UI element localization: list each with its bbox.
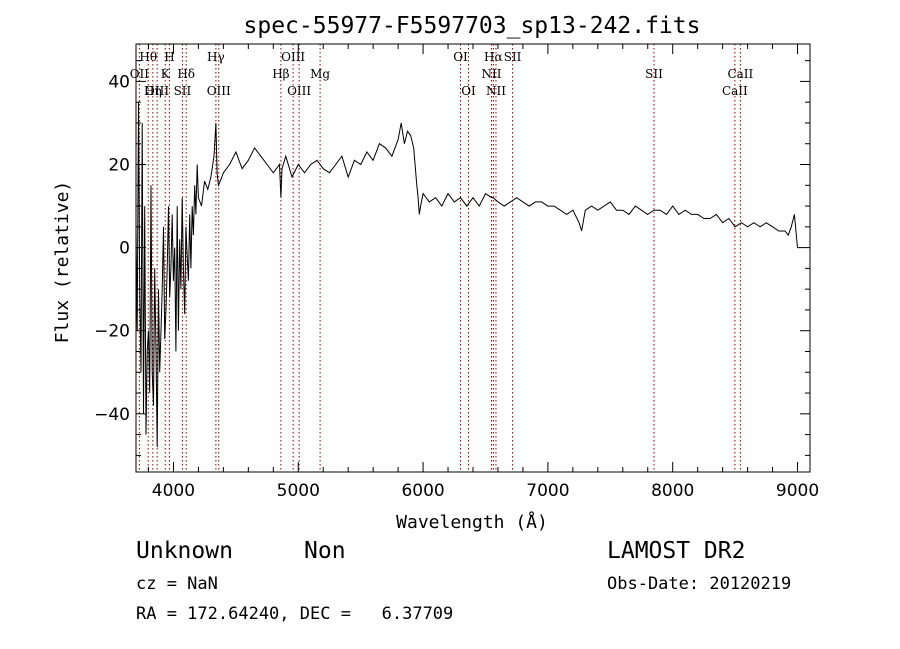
x-tick-label-1: 5000: [277, 481, 320, 501]
line-marker-label-3: Hη: [144, 84, 162, 98]
line-marker-label-16: NII: [481, 67, 501, 81]
x-tick-label-4: 8000: [651, 481, 694, 501]
line-marker-label-14: OI: [453, 50, 468, 64]
line-marker-label-15: OI: [461, 84, 476, 98]
axes: 4000 5000 6000 7000 8000 9000 −40 −20 0 20 40: [94, 44, 819, 501]
line-marker-label-22: CaII: [727, 67, 753, 81]
x-tick-label-3: 7000: [526, 481, 569, 501]
ra-dec-coordinates: RA = 172.64240, DEC = 6.37709: [136, 604, 454, 624]
line-marker-label-17: Hα: [484, 50, 503, 64]
object-class: Unknown: [136, 538, 233, 564]
emission-line-markers: OIIHθOIIIHηHKSIIHδHγOIIIHβOIIIOIIIMgOIOI…: [130, 44, 754, 472]
x-tick-label-0: 4000: [152, 481, 195, 501]
x-tick-label-2: 6000: [401, 481, 444, 501]
line-marker-label-19: SII: [504, 50, 522, 64]
line-marker-label-11: OIII: [281, 50, 305, 64]
line-marker-label-2: OIII: [145, 84, 169, 98]
y-tick-label-2: 0: [119, 239, 130, 259]
line-marker-label-13: Mg: [310, 67, 330, 81]
line-marker-label-7: Hδ: [177, 67, 195, 81]
line-marker-label-5: K: [161, 67, 171, 81]
y-tick-label-1: −20: [94, 322, 130, 342]
survey-name: LAMOST DR2: [607, 538, 746, 564]
x-tick-label-5: 9000: [776, 481, 819, 501]
chart-title: spec-55977-F5597703_sp13-242.fits: [244, 13, 701, 39]
spectrum-series: [135, 102, 801, 448]
y-tick-label-3: 20: [108, 156, 130, 176]
line-marker-label-4: H: [164, 50, 174, 64]
object-subclass: Non: [304, 538, 346, 564]
line-marker-label-18: NII: [486, 84, 506, 98]
y-tick-label-0: −40: [94, 405, 130, 425]
line-marker-label-6: SII: [174, 84, 192, 98]
line-marker-label-0: OII: [130, 67, 150, 81]
line-marker-label-1: Hθ: [139, 50, 157, 64]
line-marker-label-12: OIII: [287, 84, 311, 98]
line-marker-label-10: Hβ: [272, 67, 289, 81]
line-marker-label-8: Hγ: [207, 50, 225, 64]
line-marker-label-21: CaII: [722, 84, 748, 98]
plot-frame: [135, 43, 811, 473]
line-marker-label-9: OIII: [207, 84, 231, 98]
line-marker-label-20: SII: [645, 67, 663, 81]
y-axis-label: Flux (relative): [52, 181, 73, 344]
redshift-cz: cz = NaN: [136, 574, 218, 594]
observation-date: Obs-Date: 20120219: [607, 574, 792, 594]
y-tick-label-4: 40: [108, 72, 130, 92]
x-axis-label: Wavelength (Å): [396, 511, 548, 533]
spectrum-line-0: [135, 102, 801, 448]
